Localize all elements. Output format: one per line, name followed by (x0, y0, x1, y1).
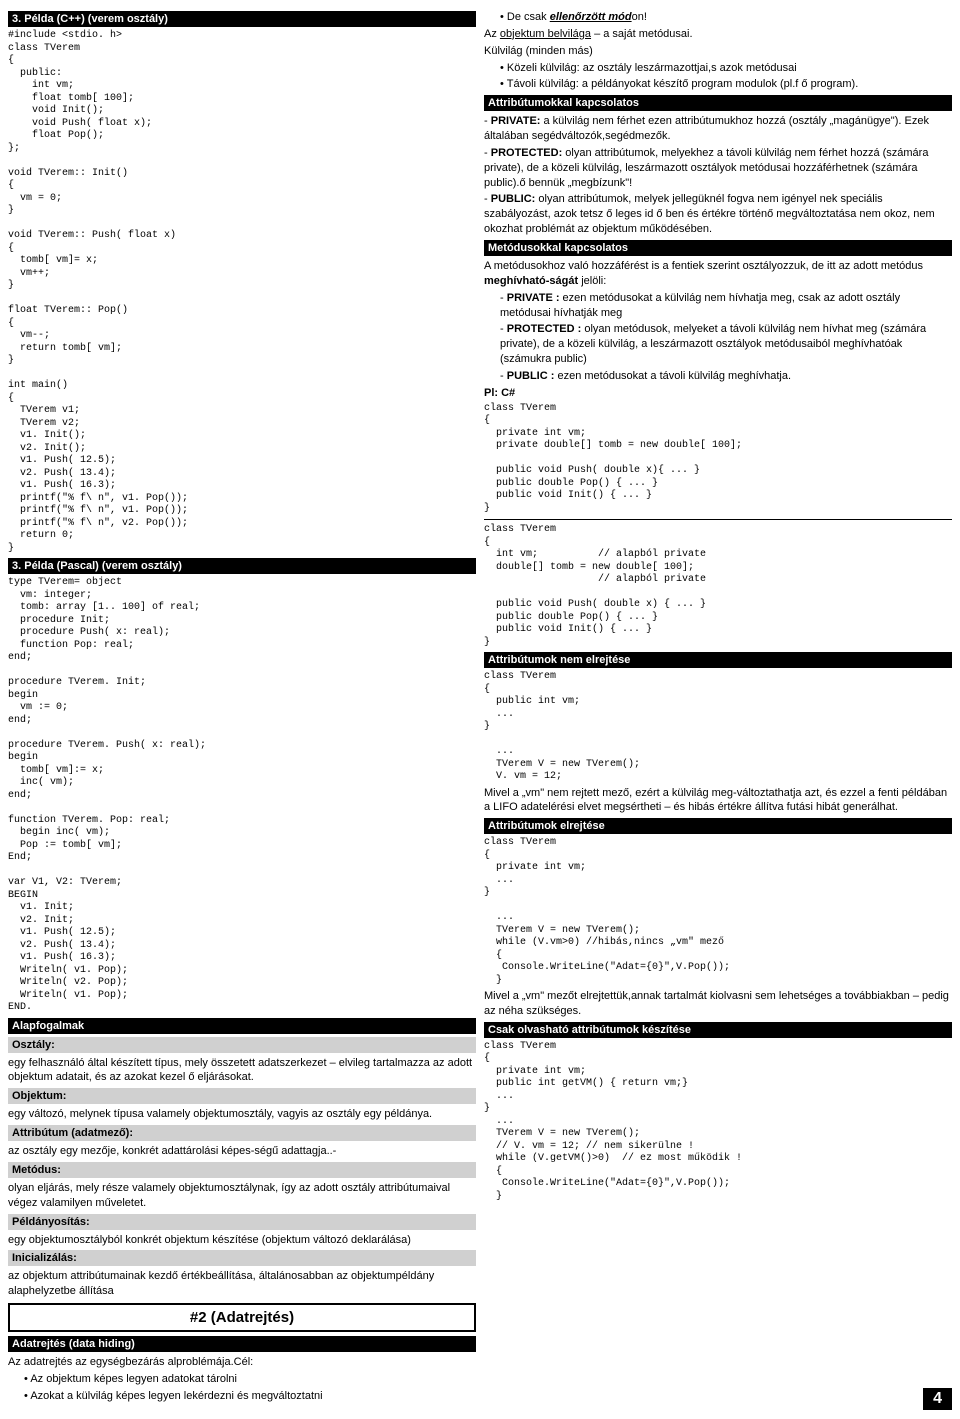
term-attributum: Attribútum (adatmező): (8, 1125, 476, 1141)
heading-pascal: 3. Példa (Pascal) (verem osztály) (8, 558, 476, 574)
bullet-1: • Az objektum képes legyen adatokat táro… (8, 1372, 476, 1387)
para-peldanyositas: egy objektumosztályból konkrét objektum … (8, 1233, 476, 1248)
para-adatrejtes: Az adatrejtés az egységbezárás alproblém… (8, 1355, 476, 1370)
heading-pl-csharp: Pl: C# (484, 386, 952, 401)
term-osztaly: Osztály: (8, 1037, 476, 1053)
m-private: - PRIVATE : ezen metódusokat a külvilág … (500, 291, 952, 321)
bullet-ellenorzott: • De csak ellenőrzött módon! (484, 10, 952, 25)
para-metodus: olyan eljárás, mely része valamely objek… (8, 1181, 476, 1211)
heading-metodus-kapcs: Metódusokkal kapcsolatos (484, 240, 952, 256)
para-belvilag: Az objektum belvilága – a saját metódusa… (484, 27, 952, 42)
bullet-2: • Azokat a külvilág képes legyen lekérde… (8, 1389, 476, 1404)
para-osztaly: egy felhasználó által készített típus, m… (8, 1056, 476, 1086)
heading-nem-elrejtese: Attribútumok nem elrejtése (484, 652, 952, 668)
heading-csak-olvashato: Csak olvasható attribútumok készítése (484, 1022, 952, 1038)
code-cpp: #include <stdio. h> class TVerem { publi… (8, 30, 476, 555)
term-metodus: Metódus: (8, 1162, 476, 1178)
para-kulvilag: Külvilág (minden más) (484, 44, 952, 59)
heading-elrejtese: Attribútumok elrejtése (484, 818, 952, 834)
section-adatrejtes-title: #2 (Adatrejtés) (8, 1303, 476, 1332)
code-csharp-1: class TVerem { private int vm; private d… (484, 403, 952, 516)
para-public: - PUBLIC: olyan attribútumok, melyek jel… (484, 192, 952, 237)
code-csharp-5: class TVerem { private int vm; public in… (484, 1041, 952, 1204)
code-csharp-3: class TVerem { public int vm; ... } ... … (484, 671, 952, 784)
para-objektum: egy változó, melynek típusa valamely obj… (8, 1107, 476, 1122)
term-objektum: Objektum: (8, 1088, 476, 1104)
m-protected: - PROTECTED : olyan metódusok, melyeket … (500, 322, 952, 367)
term-peldanyositas: Példányosítás: (8, 1214, 476, 1230)
para-metodus-intro: A metódusokhoz való hozzáférést is a fen… (484, 259, 952, 289)
para-private: - PRIVATE: a külvilág nem férhet ezen at… (484, 114, 952, 144)
code-csharp-4: class TVerem { private int vm; ... } ...… (484, 837, 952, 987)
code-csharp-2: class TVerem { int vm; // alapból privat… (484, 524, 952, 649)
term-inicializalas: Inicializálás: (8, 1250, 476, 1266)
para-protected: - PROTECTED: olyan attribútumok, melyekh… (484, 146, 952, 191)
para-inicializalas: az objektum attribútumainak kezdő értékb… (8, 1269, 476, 1299)
heading-attrib-kapcs: Attribútumokkal kapcsolatos (484, 95, 952, 111)
bullet-kozeli: • Közeli külvilág: az osztály leszármazo… (484, 61, 952, 76)
bullet-tavoli: • Távoli külvilág: a példányokat készítő… (484, 77, 952, 92)
m-public: - PUBLIC : ezen metódusokat a távoli kül… (500, 369, 952, 384)
para-attributum: az osztály egy mezője, konkrét adattárol… (8, 1144, 476, 1159)
page-number: 4 (923, 1388, 952, 1410)
heading-cpp: 3. Példa (C++) (verem osztály) (8, 11, 476, 27)
left-column: 3. Példa (C++) (verem osztály) #include … (8, 8, 476, 1406)
right-column: • De csak ellenőrzött módon! Az objektum… (484, 8, 952, 1406)
para-elrejtettuk: Mivel a „vm" mezőt elrejtettük,annak tar… (484, 989, 952, 1019)
divider (484, 519, 952, 520)
para-nem-rejtett: Mivel a „vm" nem rejtett mező, ezért a k… (484, 786, 952, 816)
code-pascal: type TVerem= object vm: integer; tomb: a… (8, 577, 476, 1015)
heading-adatrejtes: Adatrejtés (data hiding) (8, 1336, 476, 1352)
heading-alapfogalmak: Alapfogalmak (8, 1018, 476, 1034)
